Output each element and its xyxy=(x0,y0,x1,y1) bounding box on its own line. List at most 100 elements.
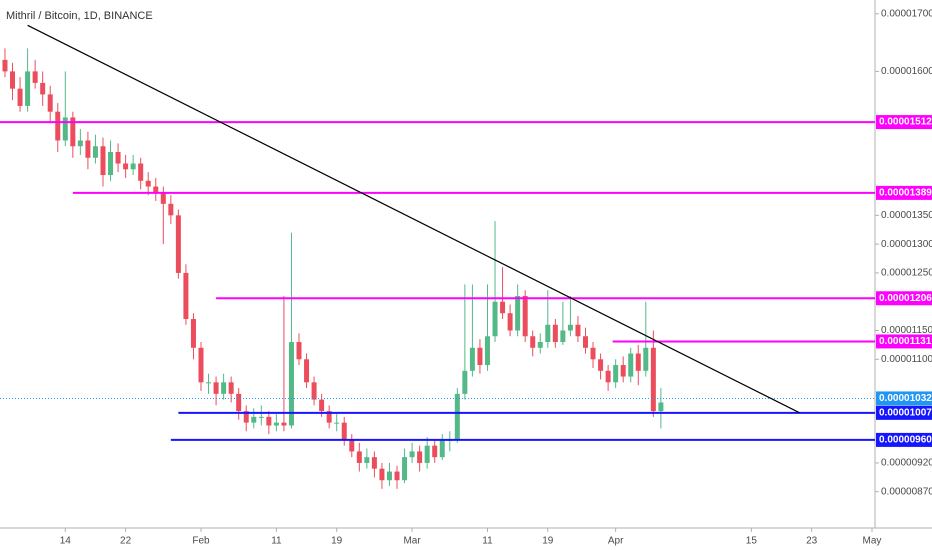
candle-body xyxy=(394,471,400,481)
candle-body xyxy=(198,347,204,383)
candle-body xyxy=(613,365,619,383)
candle-body xyxy=(213,382,219,394)
chart-title: Mithril / Bitcoin, 1D, BINANCE xyxy=(6,10,153,22)
candle-body xyxy=(379,468,385,481)
candle-body xyxy=(251,416,257,423)
candle-body xyxy=(115,152,121,164)
candle-body xyxy=(145,180,151,187)
candle-body xyxy=(304,359,310,383)
candle-body xyxy=(273,422,279,426)
candle-body xyxy=(175,215,181,273)
y-tick-label: 0.00001350 xyxy=(881,210,932,221)
candle-body xyxy=(590,347,596,360)
candle-body xyxy=(62,117,68,141)
level-label: 0.00001389 xyxy=(879,188,932,199)
candle-body xyxy=(123,163,129,170)
candle-body xyxy=(454,393,460,440)
candle-body xyxy=(364,457,370,463)
candle-body xyxy=(575,324,581,337)
candle-body xyxy=(500,301,506,314)
candle-body xyxy=(319,399,325,412)
candle-body xyxy=(545,324,551,343)
y-tick-label: 0.00001250 xyxy=(881,268,932,279)
candle-body xyxy=(32,71,38,83)
x-tick-label: 23 xyxy=(806,536,818,547)
candle-body xyxy=(47,94,53,112)
level-label-box xyxy=(876,432,932,447)
level-label: 0.00001512 xyxy=(879,117,932,128)
candle-body xyxy=(130,163,136,170)
candle-body xyxy=(409,451,415,458)
y-tick-label: 0.00001150 xyxy=(881,325,932,336)
candle-body xyxy=(439,439,445,458)
candle-body xyxy=(462,370,468,394)
x-tick-label: 22 xyxy=(120,536,132,547)
level-label-box xyxy=(876,185,932,200)
candle-body xyxy=(530,336,536,348)
candle-body xyxy=(92,146,98,158)
candle-body xyxy=(658,402,664,412)
candle-body xyxy=(40,82,46,95)
candle-body xyxy=(515,295,521,331)
level-label: 0.00001206 xyxy=(879,293,932,304)
x-tick-label: 19 xyxy=(331,536,343,547)
candle-body xyxy=(620,365,626,377)
candle-body xyxy=(371,457,377,469)
candle-body xyxy=(598,359,604,371)
candle-body xyxy=(221,382,227,394)
candle-body xyxy=(334,422,340,424)
candle-body xyxy=(17,88,23,106)
y-tick-label: 0.00001700 xyxy=(881,8,932,19)
candle-body xyxy=(628,353,634,377)
candle-body xyxy=(432,445,438,458)
level-label-box xyxy=(876,115,932,130)
candle-body xyxy=(469,347,475,371)
candle-body xyxy=(190,318,196,348)
candle-body xyxy=(228,382,234,394)
candle-body xyxy=(567,324,573,331)
candle-body xyxy=(417,451,423,463)
candle-body xyxy=(55,111,61,141)
candle-body xyxy=(386,471,392,481)
candle-body xyxy=(266,416,272,426)
candle-body xyxy=(326,411,332,423)
candle-body xyxy=(484,336,490,366)
candle-body xyxy=(258,416,264,418)
candle-body xyxy=(85,140,91,158)
candle-body xyxy=(100,146,106,176)
candle-body xyxy=(635,353,641,371)
level-label-box xyxy=(876,334,932,349)
candle-body xyxy=(153,186,159,193)
candle-body xyxy=(288,342,294,426)
candle-body xyxy=(77,140,83,147)
x-tick-label: 19 xyxy=(542,536,554,547)
candle-body xyxy=(183,272,189,319)
x-tick-label: 15 xyxy=(746,536,758,547)
y-tick-label: 0.00001100 xyxy=(881,354,932,365)
level-label: 0.00001131 xyxy=(879,336,932,347)
candle-body xyxy=(477,347,483,366)
candle-body xyxy=(582,336,588,348)
candle-body xyxy=(25,71,31,106)
candle-body xyxy=(560,330,566,343)
candle-body xyxy=(243,411,249,423)
y-tick-label: 0.00000870 xyxy=(881,486,932,497)
candle-body xyxy=(311,382,317,400)
candle-body xyxy=(537,342,543,348)
candle-body xyxy=(349,439,355,452)
candle-body xyxy=(402,457,408,481)
candle-body xyxy=(650,347,656,412)
x-tick-label: May xyxy=(863,536,882,547)
candle-body xyxy=(2,59,8,72)
candle-body xyxy=(552,324,558,343)
candle-body xyxy=(281,422,287,426)
x-tick-label: Apr xyxy=(608,536,624,547)
level-label: 0.00001032 xyxy=(879,393,932,404)
candle-body xyxy=(160,192,166,204)
x-tick-label: 11 xyxy=(271,536,282,547)
candle-body xyxy=(236,393,242,412)
level-label: 0.00001007 xyxy=(879,407,932,418)
candle-body xyxy=(643,347,649,371)
x-tick-label: 11 xyxy=(482,536,493,547)
